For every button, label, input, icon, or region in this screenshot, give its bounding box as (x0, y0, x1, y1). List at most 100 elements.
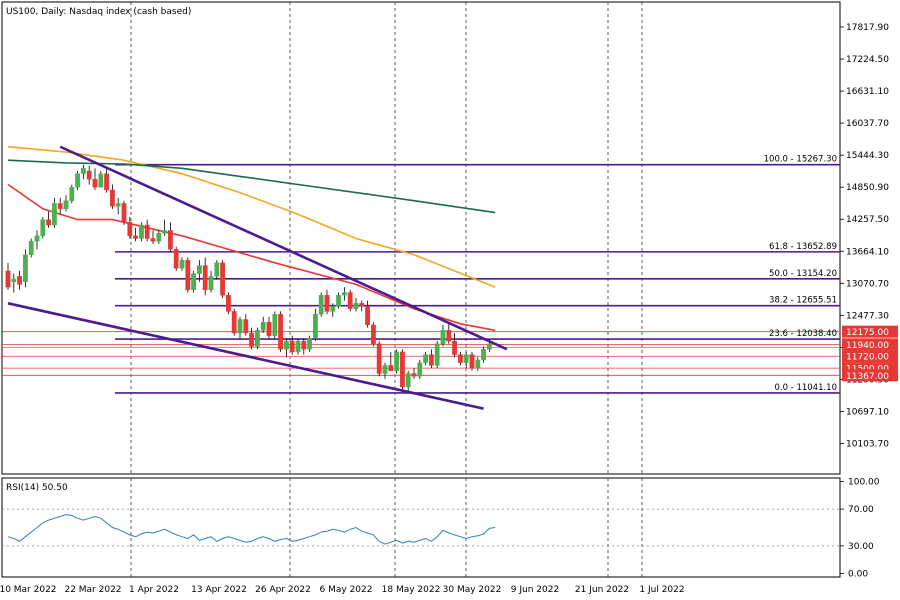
date-tick-label: 1 Apr 2022 (129, 585, 179, 595)
candle (237, 316, 243, 339)
trendlines (7, 145, 508, 410)
candle (220, 260, 225, 298)
rsi-series (7, 514, 496, 545)
candle (46, 211, 52, 228)
level-tag-label: 11940.00 (846, 341, 889, 351)
candle (446, 322, 452, 344)
candle (191, 270, 196, 293)
candle (307, 335, 312, 352)
fib-level-label: 23.6 - 12038.40 (769, 329, 837, 339)
candle (196, 260, 202, 282)
date-axis: 10 Mar 2022 22 Mar 2022 1 Apr 2022 13 Apr 2… (0, 585, 685, 595)
price-tick-label: 14850.90 (846, 183, 889, 193)
candle (69, 184, 75, 204)
candles (5, 164, 492, 393)
candle (133, 227, 138, 242)
candle (382, 362, 388, 379)
candle (394, 349, 399, 374)
level-tag (842, 325, 898, 338)
candle (185, 257, 191, 293)
candle (278, 311, 283, 352)
fib-level-label: 38.2 - 12655.51 (769, 296, 837, 306)
candle (173, 246, 179, 271)
date-tick-label: 1 Jul 2022 (639, 585, 684, 595)
rsi-tick-label: 0.00 (848, 570, 868, 580)
candle (115, 198, 121, 215)
candle (289, 335, 295, 355)
candle (301, 338, 307, 355)
candle (127, 216, 133, 239)
candle (342, 287, 347, 301)
candle (313, 308, 318, 342)
candle (440, 324, 446, 347)
candle (487, 341, 492, 352)
date-tick-label: 21 Jun 2022 (575, 585, 629, 595)
candle (57, 198, 63, 215)
level-tag (842, 369, 898, 382)
candle (411, 368, 417, 379)
candle (347, 289, 353, 312)
candle (254, 327, 260, 350)
candle (231, 308, 237, 336)
candle (156, 230, 162, 244)
fib-level-label: 50.0 - 13154.20 (769, 269, 837, 279)
price-tick-label: 15444.30 (846, 151, 889, 161)
candle (458, 351, 463, 366)
candle (353, 297, 359, 312)
candle (40, 216, 46, 239)
candle (104, 168, 110, 193)
level-tag-label: 11720.00 (846, 353, 889, 363)
fib-level-label: 0.0 - 11041.10 (774, 383, 837, 393)
candle (318, 292, 324, 317)
candle (417, 360, 423, 379)
date-tick-label: 26 Apr 2022 (255, 585, 311, 595)
candle (330, 303, 336, 317)
candle (75, 171, 81, 190)
candle (150, 230, 156, 244)
candle (23, 249, 28, 288)
main-panel-frame (1, 1, 841, 475)
vertical-dashed-lines (130, 2, 643, 577)
price-tick-label: 10103.70 (846, 440, 889, 450)
rsi-title: RSI(14) 50.50 (6, 483, 68, 493)
candle (109, 184, 115, 209)
fib-level-label: 61.8 - 13652.89 (769, 242, 837, 252)
candle (92, 168, 98, 190)
date-tick-label: 30 May 2022 (443, 585, 502, 595)
candle (214, 260, 220, 280)
date-tick-label: 6 May 2022 (320, 585, 373, 595)
candle (266, 316, 272, 339)
moving-average-line (7, 159, 496, 214)
candle (429, 349, 434, 369)
candle (86, 165, 92, 185)
moving-average-line (7, 145, 496, 288)
candle (388, 351, 394, 372)
price-tick-label: 14257.50 (846, 215, 889, 225)
level-tag (842, 350, 898, 363)
candle (376, 341, 382, 377)
candle (208, 270, 214, 293)
candle (400, 349, 405, 393)
candle (365, 300, 370, 328)
candle (243, 314, 249, 336)
candle (463, 351, 469, 369)
level-tag-label: 12175.00 (846, 328, 889, 338)
price-tick-label: 17817.90 (846, 23, 889, 33)
date-tick-label: 10 Mar 2022 (0, 585, 57, 595)
candle (260, 316, 266, 334)
candle (138, 222, 144, 242)
price-tick-label: 10697.10 (846, 407, 889, 417)
price-tick-label: 16037.70 (846, 119, 889, 129)
fib-level-label: 100.0 - 15267.30 (764, 155, 837, 165)
candle (475, 357, 481, 371)
candle (17, 270, 22, 290)
date-tick-label: 18 May 2022 (382, 585, 441, 595)
rsi-tick-label: 100.00 (848, 478, 880, 488)
price-tick-label: 13664.10 (846, 247, 889, 257)
rsi-tick-label: 30.00 (848, 542, 874, 552)
candle (52, 198, 57, 228)
price-tick-label: 12477.30 (846, 311, 889, 321)
date-tick-label: 13 Apr 2022 (191, 585, 247, 595)
